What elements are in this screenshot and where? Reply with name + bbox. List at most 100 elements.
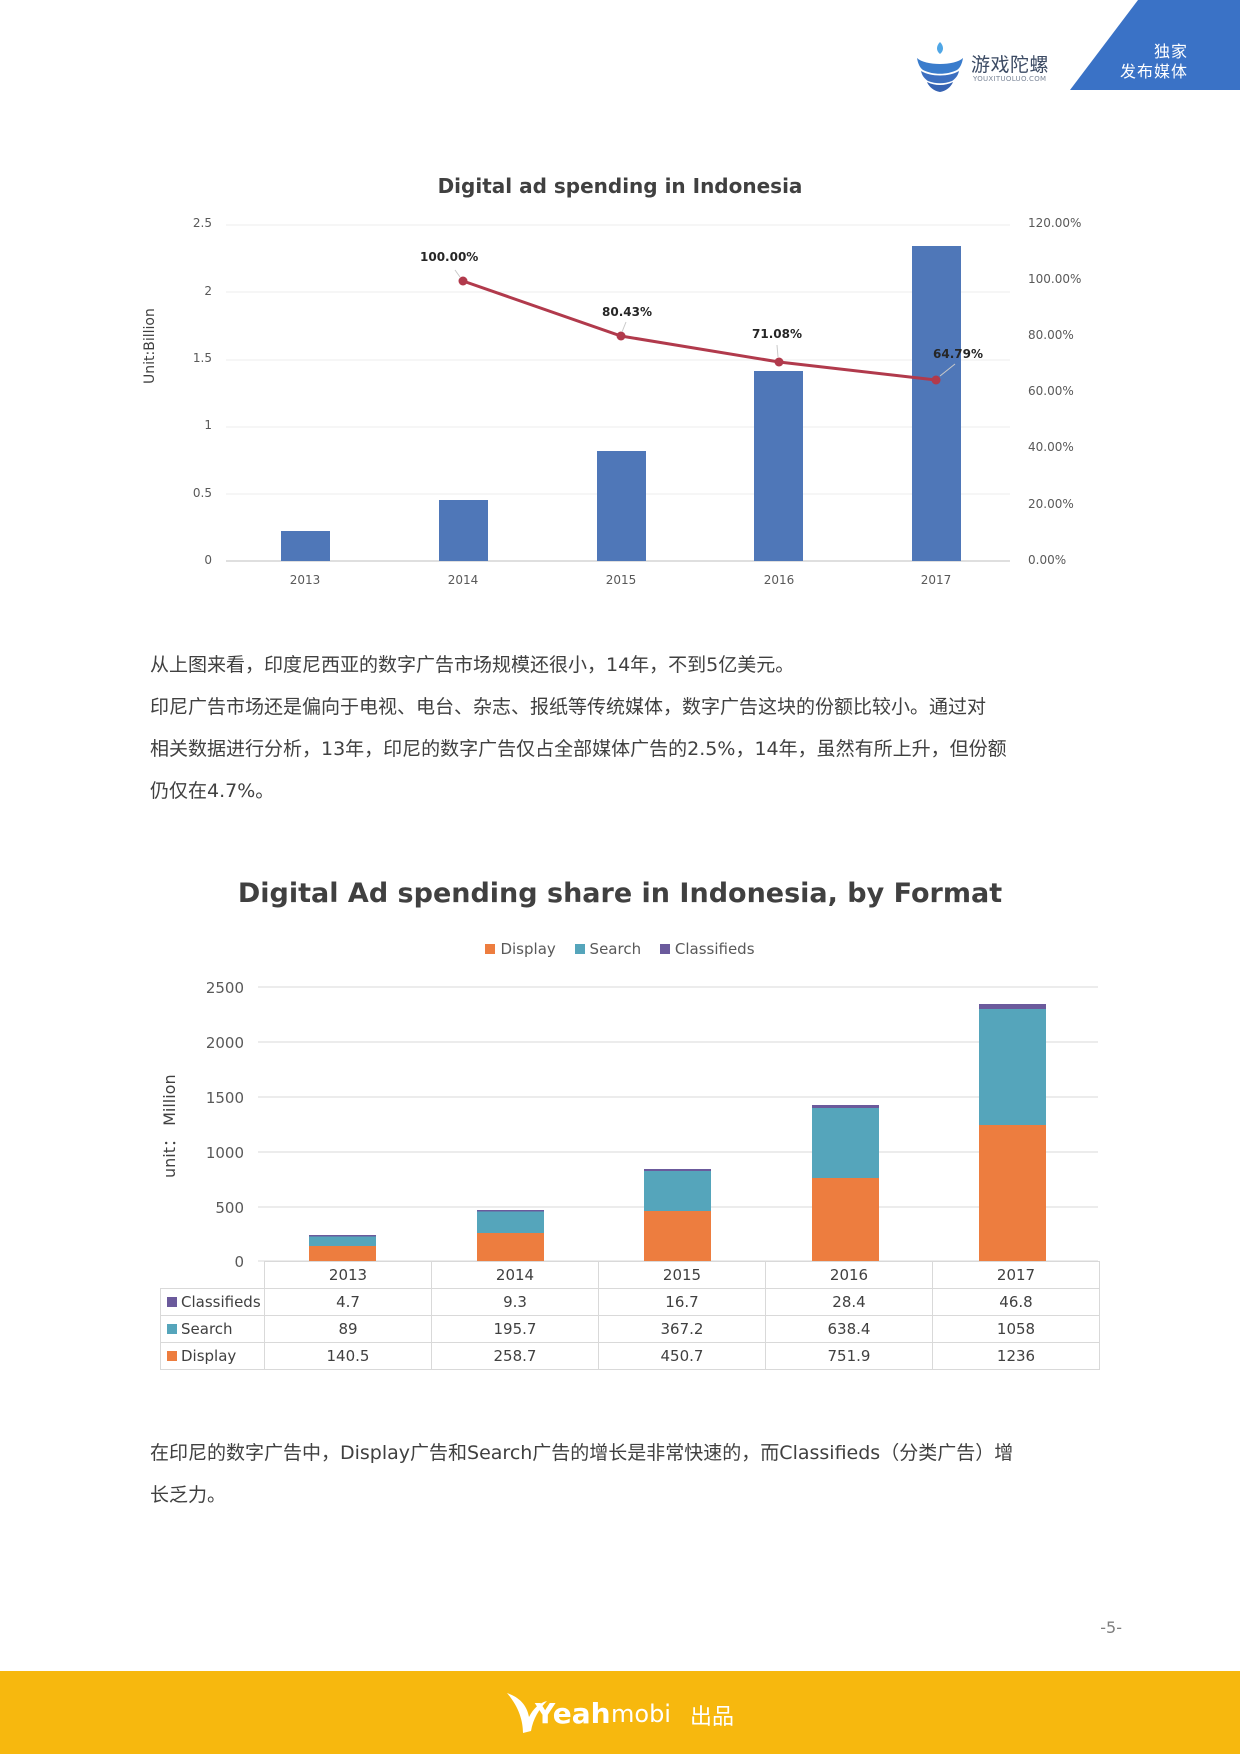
display-swatch-icon	[485, 944, 496, 954]
youxituoluo-logo: 游戏陀螺 YOUXITUOLUO.COM	[915, 38, 1065, 98]
banner-line-2: 发布媒体	[1119, 62, 1188, 81]
footer-produced-by: 出品	[690, 1705, 735, 1730]
y-tick: 2500	[205, 979, 244, 997]
chart1-bars	[281, 246, 961, 561]
table-cell: 140.5	[264, 1342, 432, 1370]
bar-2017	[912, 246, 961, 561]
chart2-legend: Display Search Classifieds	[0, 940, 1240, 958]
left-tick: 1.5	[192, 351, 212, 365]
stack-2016	[812, 1105, 879, 1261]
stack-2017	[979, 1004, 1046, 1261]
stack-2014	[477, 1210, 544, 1261]
search-swatch-icon	[574, 944, 585, 954]
data-label: 80.43%	[602, 305, 652, 319]
legend-item-search: Search	[574, 940, 642, 958]
table-cell: 638.4	[765, 1315, 933, 1343]
display-swatch-icon	[167, 1351, 177, 1361]
row-label: Display	[181, 1347, 237, 1365]
brand-light: mobi	[611, 1700, 671, 1728]
table-row: Search 89 195.7 367.2 638.4 1058	[160, 1315, 1100, 1343]
year-header: 2017	[932, 1261, 1100, 1289]
banner-line-1: 独家	[1153, 42, 1188, 61]
legend-item-display: Display	[485, 940, 556, 958]
chart1-plot	[226, 224, 1010, 562]
classifieds-swatch-icon	[167, 1297, 177, 1307]
stack-2013	[309, 1235, 376, 1261]
paragraph-line: 印尼广告市场还是偏向于电视、电台、杂志、报纸等传统媒体，数字广告这块的份额比较小…	[150, 696, 987, 718]
chart2-gridlines	[258, 986, 1098, 1262]
search-swatch-icon	[167, 1324, 177, 1334]
bar-2014	[439, 500, 488, 561]
chart1-line-markers	[458, 276, 941, 385]
left-tick: 2.5	[192, 216, 212, 230]
logo-domain: YOUXITUOLUO.COM	[973, 75, 1047, 83]
banner-text: 独家 发布媒体	[1120, 42, 1188, 82]
data-label: 64.79%	[933, 347, 983, 361]
x-tick: 2017	[920, 573, 952, 587]
table-cell: 195.7	[431, 1315, 599, 1343]
page-number: -5-	[1100, 1618, 1122, 1637]
x-tick: 2013	[289, 573, 321, 587]
left-tick: 2	[204, 284, 212, 298]
right-tick: 100.00%	[1028, 272, 1082, 286]
right-tick: 60.00%	[1028, 384, 1074, 398]
legend-item-classifieds: Classifieds	[659, 940, 755, 958]
paragraph-line: 在印尼的数字广告中，Display广告和Search广告的增长是非常快速的，而C…	[150, 1442, 1014, 1464]
right-tick: 120.00%	[1028, 216, 1082, 230]
year-header: 2014	[431, 1261, 599, 1289]
x-tick: 2014	[447, 573, 479, 587]
right-tick: 0.00%	[1028, 553, 1067, 567]
exclusive-media-banner: 独家 发布媒体	[1070, 0, 1240, 90]
right-tick: 80.00%	[1028, 328, 1074, 342]
table-cell: 9.3	[431, 1288, 599, 1316]
table-cell: 89	[264, 1315, 432, 1343]
chart2-data-table: 2013 2014 2015 2016 2017 Classifieds 4.7…	[160, 1261, 1100, 1370]
bar-2016	[754, 371, 803, 561]
analysis-paragraph-2: 在印尼的数字广告中，Display广告和Search广告的增长是非常快速的，而C…	[150, 1432, 1110, 1516]
table-header-row: 2013 2014 2015 2016 2017	[160, 1261, 1100, 1289]
footer-bar: Yeah mobi 出品	[0, 1671, 1240, 1754]
row-label: Classifieds	[181, 1293, 261, 1311]
right-tick: 20.00%	[1028, 497, 1074, 511]
year-header: 2016	[765, 1261, 933, 1289]
paragraph-line: 从上图来看，印度尼西亚的数字广告市场规模还很小，14年，不到5亿美元。	[150, 654, 795, 676]
analysis-paragraph-1: 从上图来看，印度尼西亚的数字广告市场规模还很小，14年，不到5亿美元。 印尼广告…	[150, 644, 1110, 812]
table-cell: 46.8	[932, 1288, 1100, 1316]
table-cell: 28.4	[765, 1288, 933, 1316]
brand-bold: Yeah	[535, 1697, 611, 1730]
right-tick: 40.00%	[1028, 440, 1074, 454]
y-tick: 1500	[205, 1089, 244, 1107]
classifieds-swatch-icon	[659, 944, 670, 954]
chart1-title: Digital ad spending in Indonesia	[437, 174, 803, 198]
gyroscope-logo-icon	[917, 42, 963, 92]
legend-label: Display	[500, 940, 556, 958]
paragraph-line: 长乏力。	[150, 1484, 227, 1506]
bar-2015	[597, 451, 646, 561]
left-tick: 0	[204, 553, 212, 567]
chart1-y-axis-label: Unit:Billion	[142, 308, 158, 384]
bar-2013	[281, 531, 330, 561]
table-cell: 4.7	[264, 1288, 432, 1316]
data-label: 100.00%	[420, 250, 479, 264]
table-cell: 1058	[932, 1315, 1100, 1343]
paragraph-line: 仍仅在4.7%。	[150, 780, 275, 802]
left-tick: 1	[204, 418, 212, 432]
x-tick: 2015	[605, 573, 637, 587]
logo-chinese-name: 游戏陀螺	[971, 54, 1050, 76]
year-header: 2015	[598, 1261, 766, 1289]
banner-shape	[1070, 0, 1240, 90]
bird-logo-icon	[507, 1693, 547, 1733]
year-header: 2013	[264, 1261, 432, 1289]
table-cell: 450.7	[598, 1342, 766, 1370]
table-cell: 1236	[932, 1342, 1100, 1370]
table-row: Classifieds 4.7 9.3 16.7 28.4 46.8	[160, 1288, 1100, 1316]
legend-label: Search	[589, 940, 642, 958]
table-row: Display 140.5 258.7 450.7 751.9 1236	[160, 1342, 1100, 1370]
y-tick: 2000	[205, 1034, 244, 1052]
table-cell: 16.7	[598, 1288, 766, 1316]
y-tick: 1000	[205, 1144, 244, 1162]
data-label: 71.08%	[752, 327, 802, 341]
chart1-label-leaders	[454, 269, 956, 377]
y-tick: 500	[215, 1199, 244, 1217]
chart2-title: Digital Ad spending share in Indonesia, …	[237, 878, 1003, 909]
